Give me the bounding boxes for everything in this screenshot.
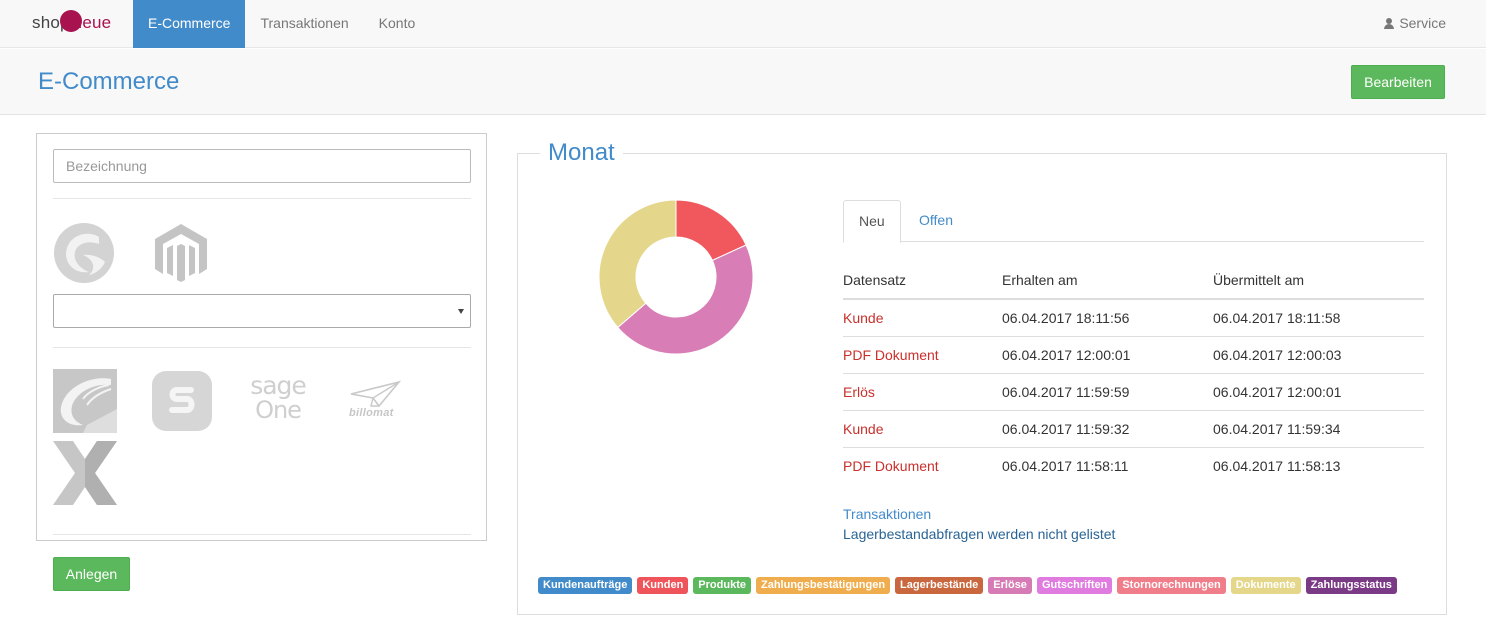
sevdesk-logo[interactable] xyxy=(151,370,213,432)
xentral-logo[interactable] xyxy=(53,441,117,505)
weclapp-logo[interactable] xyxy=(53,369,117,433)
month-panel xyxy=(517,153,1447,615)
legend-badges: Kundenaufträge Kunden Produkte Zahlungsb… xyxy=(538,577,1397,594)
received-cell: 06.04.2017 12:00:01 xyxy=(1002,335,1213,373)
brand-logo[interactable]: shopueue xyxy=(32,10,111,38)
legend-badge-kunden: Kunden xyxy=(637,577,689,594)
record-link[interactable]: Kunde xyxy=(843,409,1002,447)
received-cell: 06.04.2017 11:59:59 xyxy=(1002,372,1213,410)
main-nav: E-Commerce Transaktionen Konto xyxy=(133,0,430,48)
page-title: E-Commerce xyxy=(38,68,180,95)
sent-cell: 06.04.2017 12:00:03 xyxy=(1213,335,1424,373)
legend-badge-erloese: Erlöse xyxy=(988,577,1032,594)
shopware-logo[interactable] xyxy=(53,222,115,284)
edit-button[interactable]: Bearbeiten xyxy=(1351,65,1445,99)
records-donut-chart xyxy=(598,199,754,355)
legend-badge-lagerbestaende: Lagerbestände xyxy=(895,577,984,594)
navbar: shopueue E-Commerce Transaktionen Konto … xyxy=(0,0,1486,48)
paper-plane-icon xyxy=(350,380,401,408)
legend-badge-zahlungsbestaetigungen: Zahlungsbestätigungen xyxy=(755,577,891,594)
create-button[interactable]: Anlegen xyxy=(53,557,130,591)
legend-badge-gutschriften: Gutschriften xyxy=(1036,577,1113,594)
shop-select[interactable] xyxy=(53,294,471,328)
chevron-down-icon xyxy=(458,309,464,314)
transaktionen-link[interactable]: Transaktionen xyxy=(843,506,932,522)
record-link[interactable]: PDF Dokument xyxy=(843,335,1002,373)
tab-offen[interactable]: Offen xyxy=(919,212,953,228)
tab-neu[interactable]: Neu xyxy=(843,200,901,243)
table-header-row: Datensatz Erhalten am Übermittelt am xyxy=(843,262,1424,300)
name-input[interactable] xyxy=(53,149,471,183)
legend-badge-dokumente: Dokumente xyxy=(1230,577,1301,594)
received-cell: 06.04.2017 18:11:56 xyxy=(1002,309,1130,326)
billomat-logo-text: billomat xyxy=(349,407,394,419)
table-row: Erlös 06.04.2017 11:59:59 06.04.2017 12:… xyxy=(843,372,1424,410)
table-row: PDF Dokument 06.04.2017 12:00:01 06.04.2… xyxy=(843,335,1424,373)
inventory-note: Lagerbestandabfragen werden nicht gelist… xyxy=(843,526,1116,542)
table-row: Kunde 06.04.2017 18:11:56 06.04.2017 18:… xyxy=(843,299,1424,336)
page-header: E-Commerce Bearbeiten xyxy=(0,49,1486,115)
connection-form-panel: sage One billomat xyxy=(36,133,487,541)
user-icon xyxy=(1384,18,1395,29)
divider xyxy=(53,198,471,199)
brand-text: ueue xyxy=(72,13,112,32)
nav-item-ecommerce[interactable]: E-Commerce xyxy=(133,0,246,48)
legend-badge-produkte: Produkte xyxy=(693,577,751,594)
column-header-uebermittelt: Übermittelt am xyxy=(1213,262,1424,300)
records-table: Datensatz Erhalten am Übermittelt am Kun… xyxy=(843,262,1424,484)
table-row: PDF Dokument 06.04.2017 11:58:11 06.04.2… xyxy=(843,446,1424,484)
donut-slice-dokumente[interactable] xyxy=(598,199,677,329)
service-menu[interactable]: Service xyxy=(1384,0,1446,48)
legend-badge-kundenauftraege: Kundenaufträge xyxy=(538,577,633,594)
magento-logo[interactable] xyxy=(153,222,209,284)
one-logo-text: One xyxy=(255,396,302,424)
brand-text: sho xyxy=(32,13,61,32)
sent-cell: 06.04.2017 12:00:01 xyxy=(1213,372,1424,410)
legend-badge-zahlungsstatus: Zahlungsstatus xyxy=(1305,577,1397,594)
sent-cell: 06.04.2017 11:59:34 xyxy=(1213,409,1424,447)
sent-cell: 06.04.2017 18:11:58 xyxy=(1213,309,1341,326)
table-row: Kunde 06.04.2017 11:59:32 06.04.2017 11:… xyxy=(843,409,1424,447)
column-header-erhalten: Erhalten am xyxy=(1002,262,1213,300)
received-cell: 06.04.2017 11:58:11 xyxy=(1002,446,1213,484)
records-tabs: Neu Offen xyxy=(843,200,1424,243)
record-link[interactable]: PDF Dokument xyxy=(843,446,1002,484)
column-header-datensatz: Datensatz xyxy=(843,262,1002,300)
record-link[interactable]: Kunde xyxy=(843,309,884,326)
nav-item-transaktionen[interactable]: Transaktionen xyxy=(260,15,349,31)
service-label: Service xyxy=(1399,15,1446,31)
sent-cell: 06.04.2017 11:58:13 xyxy=(1213,446,1424,484)
sage-one-logo[interactable]: sage One xyxy=(245,371,311,424)
brand-q-circle xyxy=(59,10,82,32)
sage-logo-text: sage xyxy=(250,371,307,400)
nav-item-konto[interactable]: Konto xyxy=(378,15,416,31)
received-cell: 06.04.2017 11:59:32 xyxy=(1002,409,1213,447)
divider xyxy=(53,347,471,348)
donut-slice-erlse[interactable] xyxy=(617,244,754,355)
divider xyxy=(53,534,471,535)
month-panel-title: Monat xyxy=(540,139,623,167)
billomat-logo[interactable]: billomat xyxy=(345,380,405,424)
record-link[interactable]: Erlös xyxy=(843,372,1002,410)
legend-badge-stornorechnungen: Stornorechnungen xyxy=(1117,577,1226,594)
